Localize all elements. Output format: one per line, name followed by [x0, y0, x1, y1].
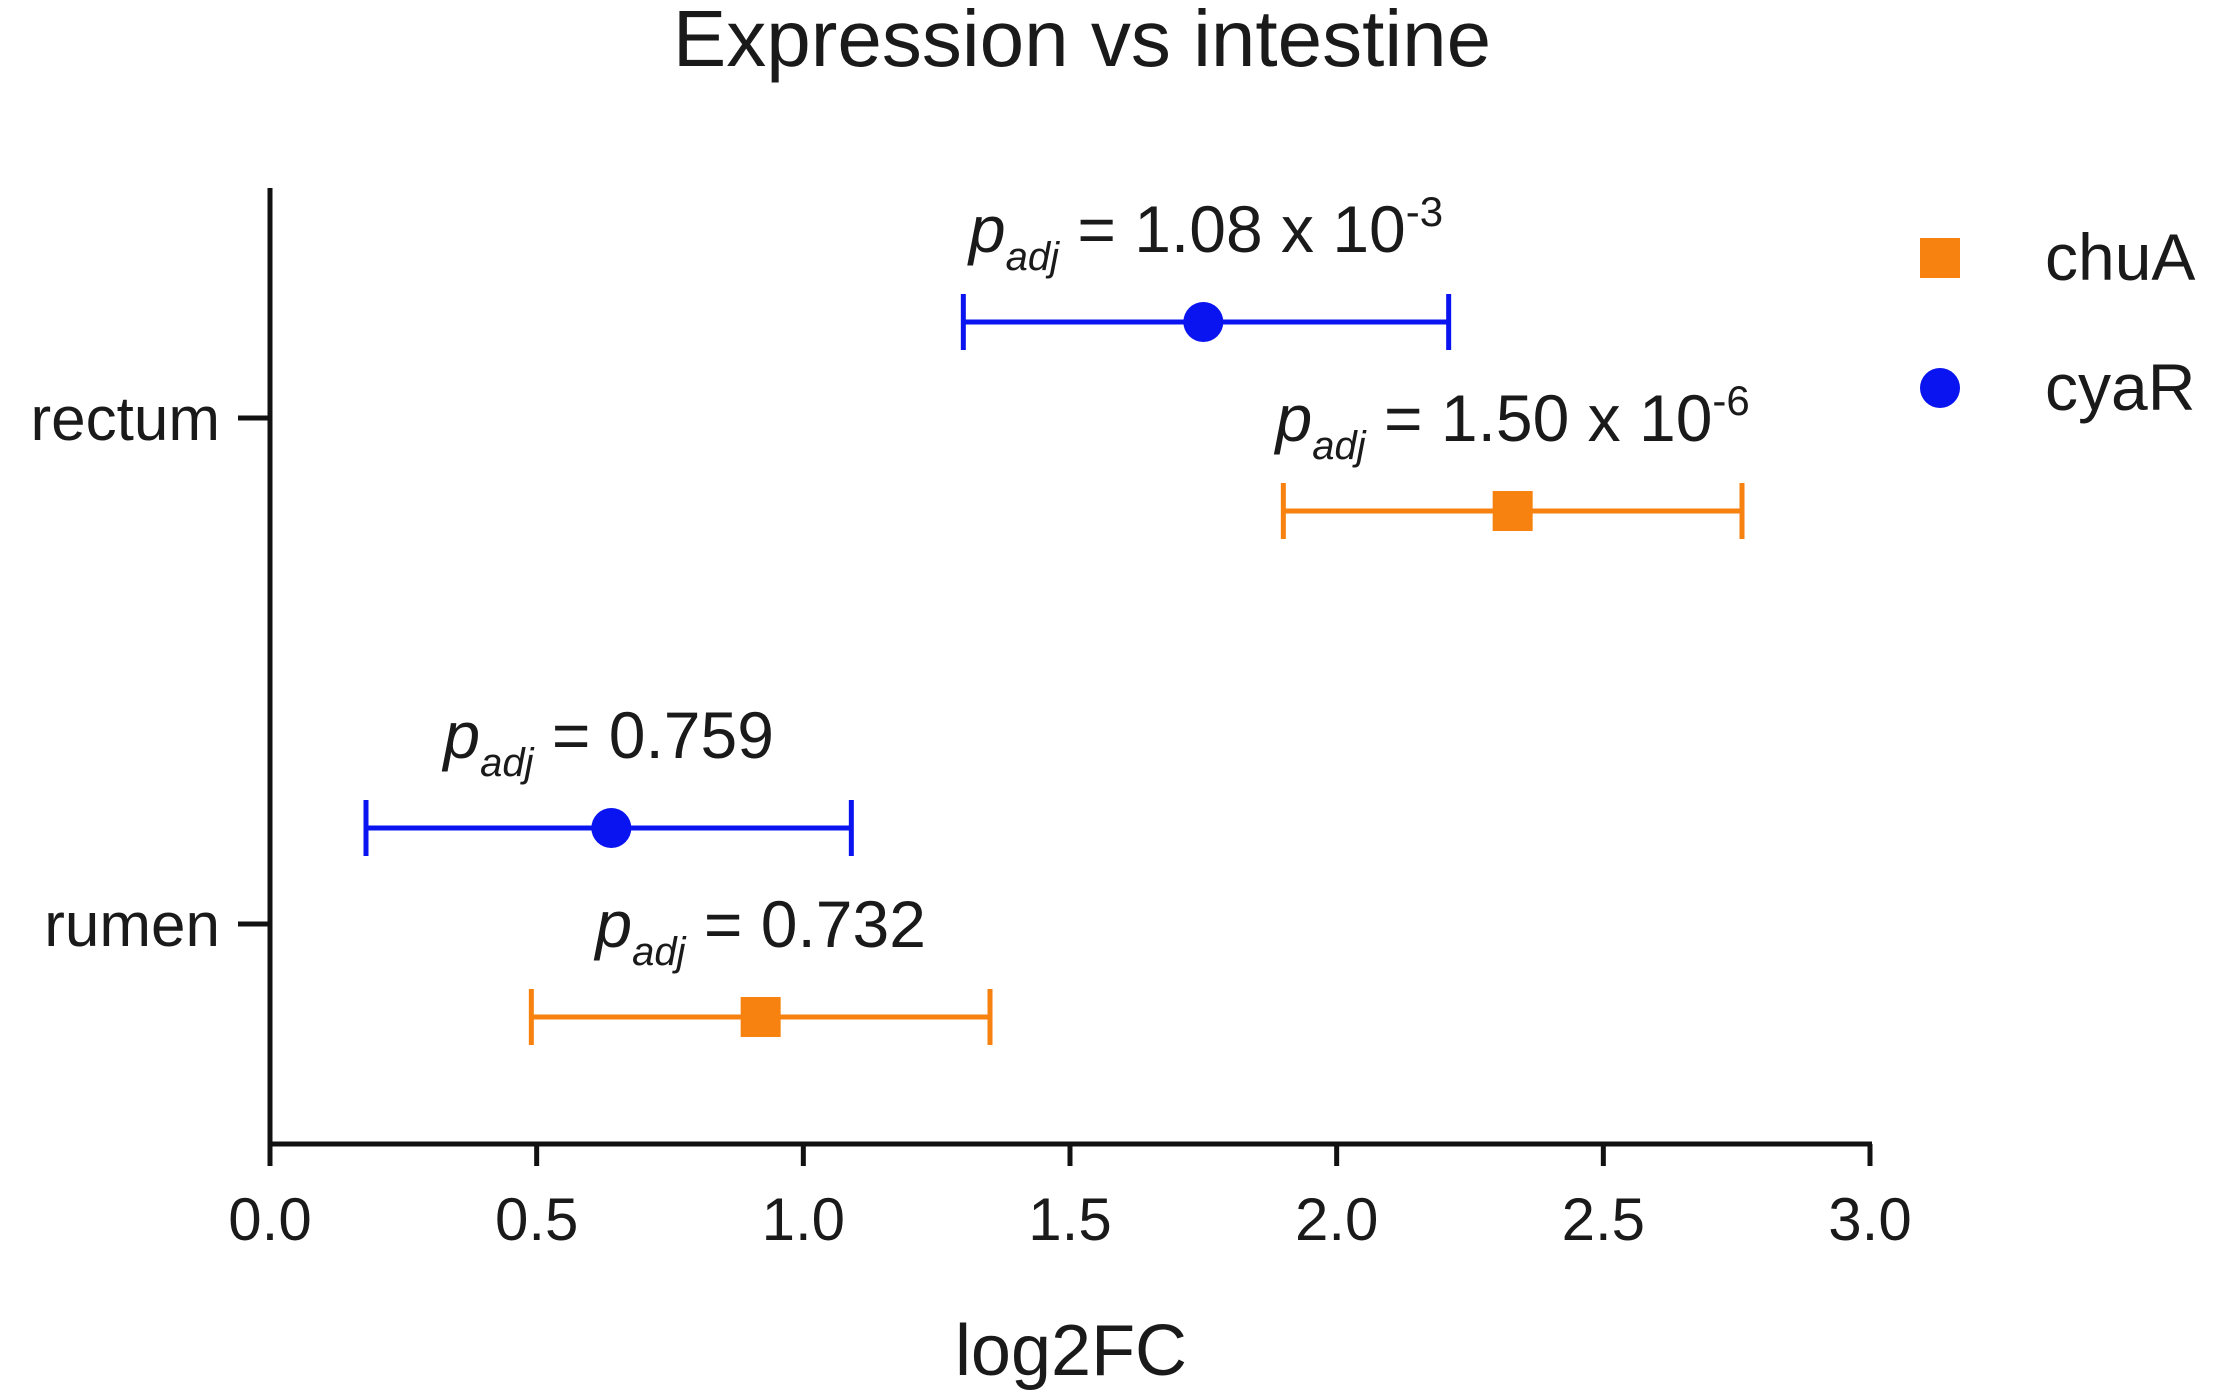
p-symbol: p — [593, 887, 632, 961]
marker-cyaR — [1183, 302, 1224, 342]
data-point-chuA-rumen: padj = 0.732 — [528, 887, 993, 1045]
p-subscript: adj — [1312, 424, 1366, 468]
legend-marker-cyaR — [1920, 368, 1960, 408]
p-subscript: adj — [1006, 235, 1060, 279]
marker-chuA — [1492, 491, 1533, 531]
p-value-text: = 1.08 x 10 — [1059, 192, 1406, 266]
x-tick-label: 1.5 — [1028, 1186, 1111, 1253]
p-value-label: padj = 0.759 — [441, 698, 774, 785]
legend-label-cyaR: cyaR — [2045, 350, 2195, 424]
x-axis-label: log2FC — [955, 1311, 1187, 1391]
marker-cyaR — [591, 808, 632, 848]
y-tick-label-rectum: rectum — [31, 385, 220, 454]
x-tick-label: 0.5 — [495, 1186, 578, 1253]
p-value-text: = 0.759 — [534, 698, 774, 772]
p-value-label: padj = 0.732 — [593, 887, 926, 974]
p-subscript: adj — [480, 741, 534, 785]
data-point-cyaR-rumen: padj = 0.759 — [363, 698, 854, 856]
legend-label-chuA: chuA — [2045, 220, 2195, 294]
p-value-label: padj = 1.08 x 10-3 — [967, 188, 1443, 279]
x-tick-label: 0.0 — [228, 1186, 311, 1253]
legend-marker-chuA — [1920, 238, 1960, 278]
data-point-cyaR-rectum: padj = 1.08 x 10-3 — [960, 188, 1452, 350]
p-exponent: -3 — [1406, 188, 1443, 235]
p-value-text: = 1.50 x 10 — [1366, 381, 1713, 455]
p-subscript: adj — [632, 930, 686, 974]
x-tick-label: 1.0 — [762, 1186, 845, 1253]
p-symbol: p — [1274, 381, 1313, 455]
y-tick-label-rumen: rumen — [44, 891, 220, 960]
legend-item-cyaR: cyaR — [1920, 350, 2195, 424]
data-point-chuA-rectum: padj = 1.50 x 10-6 — [1274, 377, 1750, 539]
x-tick-label: 2.5 — [1562, 1186, 1645, 1253]
legend-item-chuA: chuA — [1920, 220, 2195, 294]
chart-title: Expression vs intestine — [673, 0, 1491, 83]
p-value-label: padj = 1.50 x 10-6 — [1274, 377, 1750, 468]
p-exponent: -6 — [1712, 377, 1749, 424]
p-value-text: = 0.732 — [686, 887, 926, 961]
p-symbol: p — [441, 698, 480, 772]
p-symbol: p — [967, 192, 1006, 266]
x-tick-label: 2.0 — [1295, 1186, 1378, 1253]
x-tick-label: 3.0 — [1828, 1186, 1911, 1253]
marker-chuA — [740, 997, 781, 1037]
